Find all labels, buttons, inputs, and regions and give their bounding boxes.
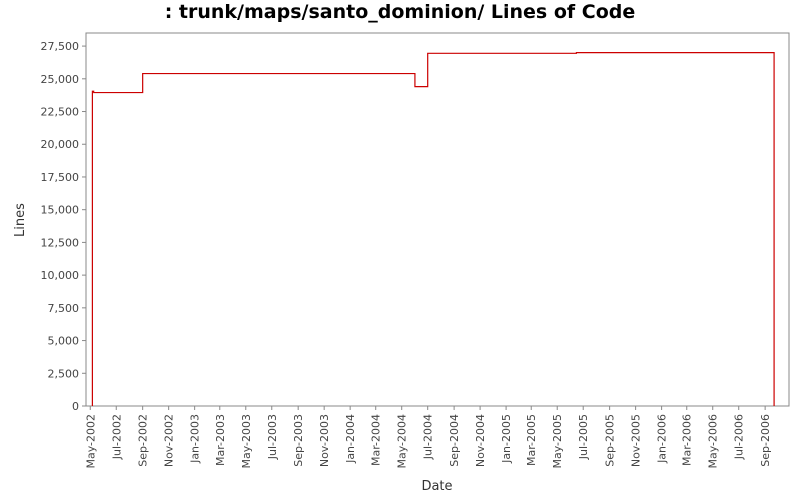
y-tick-label: 5,000 xyxy=(48,335,80,348)
x-tick-label: Sep-2004 xyxy=(448,414,461,467)
x-tick-label: Jul-2005 xyxy=(577,414,590,460)
y-tick-label: 20,000 xyxy=(41,138,80,151)
y-tick-label: 22,500 xyxy=(41,106,80,119)
x-tick-label: Nov-2005 xyxy=(630,414,643,467)
y-tick-label: 0 xyxy=(72,400,79,413)
x-tick-label: Nov-2004 xyxy=(474,414,487,467)
x-axis: May-2002 Jul-2002 Sep-2002 Nov-2002 Jan-2003… xyxy=(84,406,772,469)
x-tick-label: May-2002 xyxy=(84,414,97,469)
plot-area xyxy=(85,32,790,407)
x-tick-label: May-2005 xyxy=(551,414,564,469)
y-tick-label: 15,000 xyxy=(41,204,80,217)
x-tick-label: Sep-2002 xyxy=(137,414,150,467)
x-tick-label: May-2003 xyxy=(240,414,253,469)
x-tick-label: Sep-2005 xyxy=(604,414,617,467)
x-tick-label: Jul-2002 xyxy=(110,414,123,460)
x-tick-label: Jul-2003 xyxy=(266,414,279,460)
x-tick-label: Nov-2003 xyxy=(318,414,331,467)
x-tick-label: Mar-2006 xyxy=(681,414,694,466)
x-tick-label: May-2006 xyxy=(707,414,720,469)
y-axis: 0 2,500 5,000 7,500 10,000 12,500 15,000 17,500… xyxy=(41,40,86,413)
y-tick-label: 17,500 xyxy=(41,171,80,184)
x-axis-label: Date xyxy=(421,479,452,494)
x-tick-label: Jul-2004 xyxy=(422,414,435,460)
x-tick-label: Mar-2005 xyxy=(525,414,538,466)
x-tick-label: Jan-2005 xyxy=(500,414,513,464)
x-tick-label: Nov-2002 xyxy=(163,414,176,467)
y-tick-label: 25,000 xyxy=(41,73,80,86)
y-tick-label: 12,500 xyxy=(41,236,80,249)
x-tick-label: May-2004 xyxy=(396,414,409,469)
series-line xyxy=(91,52,775,406)
chart-title: : trunk/maps/santo_dominion/ Lines of Co… xyxy=(164,1,636,23)
x-tick-label: Jan-2004 xyxy=(344,414,357,464)
x-tick-label: Jan-2003 xyxy=(189,414,202,464)
x-tick-label: Mar-2004 xyxy=(370,414,383,466)
y-axis-label: Lines xyxy=(13,203,28,237)
y-tick-label: 7,500 xyxy=(48,302,80,315)
x-tick-label: Sep-2006 xyxy=(759,414,772,467)
y-tick-label: 27,500 xyxy=(41,40,80,53)
x-tick-label: Sep-2003 xyxy=(292,414,305,467)
y-tick-label: 10,000 xyxy=(41,269,80,282)
x-tick-label: Jan-2006 xyxy=(656,414,669,464)
x-tick-label: Jul-2006 xyxy=(733,414,746,460)
y-tick-label: 2,500 xyxy=(48,367,80,380)
x-tick-label: Mar-2003 xyxy=(214,414,227,466)
